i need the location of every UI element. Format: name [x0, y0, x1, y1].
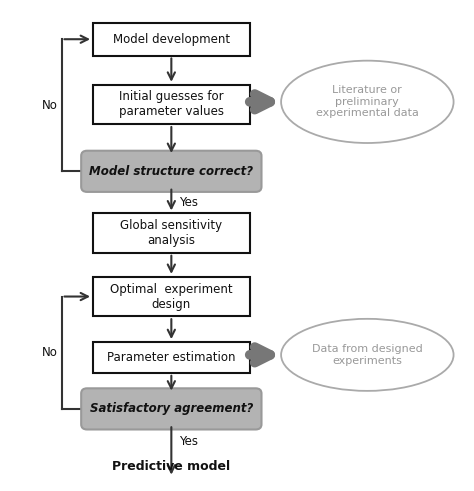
- Ellipse shape: [281, 61, 454, 143]
- Text: Satisfactory agreement?: Satisfactory agreement?: [90, 403, 253, 415]
- FancyBboxPatch shape: [93, 277, 250, 316]
- Text: Model development: Model development: [113, 33, 230, 46]
- Text: Parameter estimation: Parameter estimation: [107, 351, 236, 364]
- Text: Literature or
preliminary
experimental data: Literature or preliminary experimental d…: [316, 85, 419, 118]
- FancyBboxPatch shape: [81, 151, 262, 192]
- Text: Predictive model: Predictive model: [112, 461, 230, 473]
- Text: Yes: Yes: [179, 196, 198, 209]
- FancyBboxPatch shape: [81, 388, 262, 430]
- FancyBboxPatch shape: [93, 342, 250, 373]
- Text: No: No: [42, 346, 58, 359]
- Text: Initial guesses for
parameter values: Initial guesses for parameter values: [119, 90, 224, 118]
- Text: No: No: [42, 99, 58, 112]
- Text: Yes: Yes: [179, 435, 198, 448]
- FancyBboxPatch shape: [93, 213, 250, 253]
- Text: Global sensitivity
analysis: Global sensitivity analysis: [120, 219, 222, 247]
- FancyBboxPatch shape: [93, 23, 250, 55]
- Text: Model structure correct?: Model structure correct?: [89, 165, 254, 178]
- Text: Optimal  experiment
design: Optimal experiment design: [110, 282, 233, 310]
- Ellipse shape: [281, 319, 454, 391]
- Text: Data from designed
experiments: Data from designed experiments: [312, 344, 423, 366]
- FancyBboxPatch shape: [93, 84, 250, 124]
